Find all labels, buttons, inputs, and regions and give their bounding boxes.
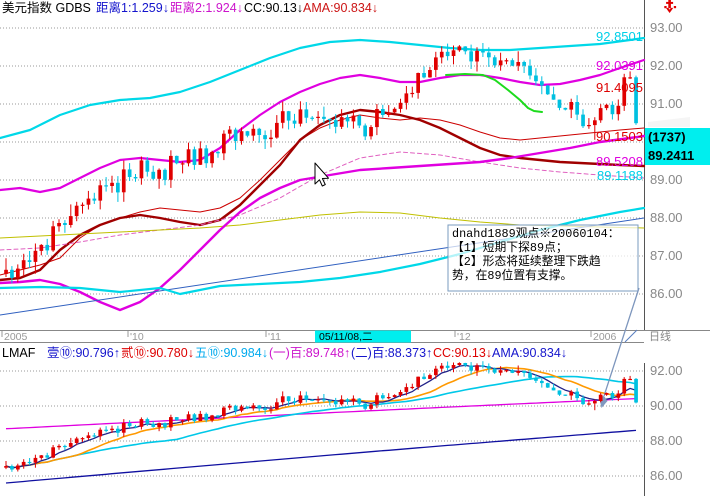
svg-text:CC:90.13↓: CC:90.13↓ — [244, 1, 303, 15]
svg-text:89.00: 89.00 — [650, 172, 683, 187]
svg-text:91.4095: 91.4095 — [596, 80, 643, 95]
svg-text:87.00: 87.00 — [650, 248, 683, 263]
svg-text:88.00: 88.00 — [650, 210, 683, 225]
svg-text:壹⑩:90.796↑: 壹⑩:90.796↑ — [47, 346, 120, 360]
svg-text:(二)百:88.373↑: (二)百:88.373↑ — [351, 346, 432, 360]
svg-text:距离1:1.259↓: 距离1:1.259↓ — [96, 0, 169, 15]
svg-text:日线: 日线 — [649, 329, 671, 343]
svg-text:92.00: 92.00 — [650, 363, 683, 378]
svg-text:91.00: 91.00 — [650, 96, 683, 111]
svg-text:93.00: 93.00 — [650, 20, 683, 35]
svg-text:【1】短期下探89点；: 【1】短期下探89点； — [452, 240, 568, 255]
svg-text:86.00: 86.00 — [650, 468, 683, 483]
svg-text:'12: '12 — [457, 331, 471, 343]
svg-text:dnahd1889观点※20060104：: dnahd1889观点※20060104： — [452, 227, 620, 241]
svg-text:CC:90.13↓: CC:90.13↓ — [433, 346, 492, 360]
svg-text:LMAF: LMAF — [2, 346, 36, 360]
svg-text:90.1503: 90.1503 — [596, 129, 643, 144]
svg-text:美元指数 GDBS: 美元指数 GDBS — [2, 0, 91, 15]
svg-text:AMA:90.834↓: AMA:90.834↓ — [492, 346, 567, 360]
svg-text:90.00: 90.00 — [650, 398, 683, 413]
svg-text:距离2:1.924↓: 距离2:1.924↓ — [170, 0, 243, 15]
svg-text:92.8501: 92.8501 — [596, 29, 643, 44]
svg-text:88.00: 88.00 — [650, 433, 683, 448]
svg-text:(1737): (1737) — [648, 130, 686, 145]
svg-text:(一)百:89.748↑: (一)百:89.748↑ — [269, 346, 350, 360]
svg-text:86.00: 86.00 — [650, 286, 683, 301]
svg-text:89.2411: 89.2411 — [648, 148, 694, 163]
svg-text:'10: '10 — [130, 331, 144, 343]
svg-text:AMA:90.834↓: AMA:90.834↓ — [303, 1, 378, 15]
svg-text:五⑩:90.984↓: 五⑩:90.984↓ — [195, 346, 268, 360]
svg-text:92.00: 92.00 — [650, 58, 683, 73]
svg-text:05/11/08,二: 05/11/08,二 — [319, 331, 373, 343]
svg-text:2006: 2006 — [593, 331, 617, 343]
svg-text:贰⑩:90.780↓: 贰⑩:90.780↓ — [121, 345, 194, 360]
svg-text:2005: 2005 — [4, 331, 28, 343]
svg-text:'11: '11 — [268, 331, 281, 343]
svg-text:92.0391: 92.0391 — [596, 58, 643, 73]
svg-text:【2】形态将延续整理下跌趋: 【2】形态将延续整理下跌趋 — [452, 254, 601, 269]
svg-text:89.5208: 89.5208 — [596, 154, 643, 169]
svg-text:势，在89位置有支撑。: 势，在89位置有支撑。 — [452, 268, 572, 283]
svg-text:89.1188: 89.1188 — [597, 168, 643, 183]
